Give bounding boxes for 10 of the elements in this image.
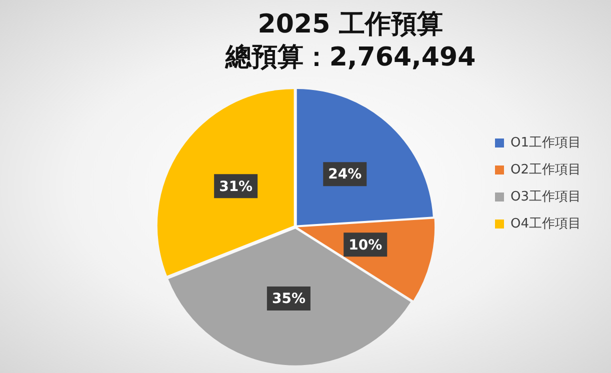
chart-subtitle: 總預算：2,764,494 [224,42,476,73]
data-label: 31% [219,178,253,195]
legend-label: O3工作項目 [510,189,582,204]
chart-title: 2025 工作預算 [258,9,444,40]
legend-label: O1工作項目 [510,135,582,150]
data-label: 24% [328,166,362,183]
legend-label: O2工作項目 [510,162,582,178]
data-label: 10% [348,237,382,254]
legend-label: O4工作項目 [510,216,582,232]
data-label: 35% [272,291,306,308]
